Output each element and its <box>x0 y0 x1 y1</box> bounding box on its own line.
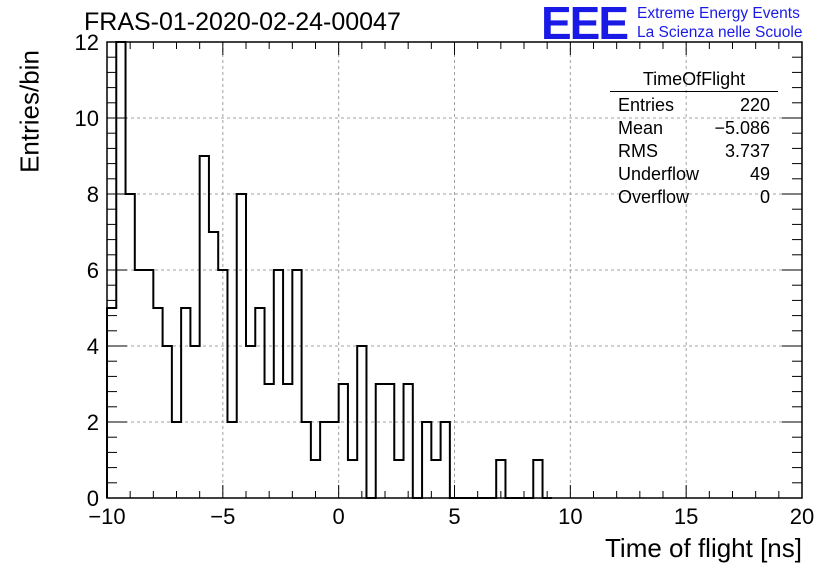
stats-label: Underflow <box>618 164 700 184</box>
eee-logo: EEE <box>541 0 629 49</box>
stats-title: TimeOfFlight <box>610 69 778 92</box>
y-tick-label: 4 <box>87 334 99 359</box>
plot-frame <box>106 41 803 499</box>
histogram-bin <box>153 308 162 498</box>
stats-label: Overflow <box>618 187 690 207</box>
stats-value: 220 <box>739 95 770 115</box>
histogram-bin <box>422 422 431 498</box>
histogram-bin <box>431 460 440 498</box>
histogram-bin <box>302 422 311 498</box>
histogram-bin <box>209 232 218 498</box>
x-tick-label: −10 <box>88 504 125 529</box>
histogram-bin <box>200 156 209 498</box>
histogram-bin <box>227 422 236 498</box>
logo-caption: Extreme Energy Events La Scienza nelle S… <box>637 4 802 42</box>
histogram-bin <box>441 422 450 498</box>
histogram-bin <box>135 270 144 498</box>
histogram-bin <box>255 308 264 498</box>
stats-row: Entries 220 <box>610 94 778 117</box>
histogram-bin <box>181 308 190 498</box>
stats-label: Entries <box>618 95 675 115</box>
histogram-bin <box>339 384 348 498</box>
histogram-bin <box>265 384 274 498</box>
x-tick-label: 10 <box>558 504 582 529</box>
histogram-bin <box>292 270 301 498</box>
x-axis-label: Time of flight [ns] <box>605 533 802 563</box>
stats-value: −5.086 <box>714 118 770 138</box>
stats-row: Underflow 49 <box>610 163 778 186</box>
stats-row: Overflow 0 <box>610 186 778 209</box>
y-tick-label: 0 <box>87 486 99 511</box>
tick-labels: −10 −5 0 5 10 15 20 0 2 4 6 8 10 12 <box>75 30 815 529</box>
stats-value: 0 <box>759 187 770 207</box>
histogram-bin <box>274 270 283 498</box>
histogram-bin <box>394 460 403 498</box>
stats-label: RMS <box>618 141 658 161</box>
histogram-bin <box>376 384 385 498</box>
histogram-bin <box>329 422 338 498</box>
y-tick-label: 2 <box>87 410 99 435</box>
histogram-bin <box>283 384 292 498</box>
plot-title: FRAS-01-2020-02-24-00047 <box>84 8 401 36</box>
y-tick-label: 12 <box>75 30 99 55</box>
stats-row: Mean −5.086 <box>610 117 778 140</box>
x-tick-label: 0 <box>333 504 345 529</box>
histogram-bin <box>320 422 329 498</box>
histogram-bin <box>385 384 394 498</box>
histogram-bin <box>172 422 181 498</box>
stats-box: TimeOfFlight Entries 220 Mean −5.086 RMS… <box>610 69 778 209</box>
histogram-bin <box>348 460 357 498</box>
logo-line-1: Extreme Energy Events <box>637 5 800 22</box>
histogram-bin <box>404 384 413 498</box>
x-tick-label: 20 <box>790 504 814 529</box>
histogram-bin <box>144 270 153 498</box>
y-tick-label: 6 <box>87 258 99 283</box>
y-axis-label: Entries/bin <box>14 50 45 173</box>
stats-label: Mean <box>618 118 664 138</box>
stats-value: 49 <box>749 164 770 184</box>
x-tick-label: 5 <box>448 504 460 529</box>
histogram-bin <box>533 460 542 498</box>
x-tick-label: 15 <box>674 504 698 529</box>
logo-line-2: La Scienza nelle Scuole <box>637 24 803 41</box>
y-tick-label: 10 <box>75 106 99 131</box>
stats-row: RMS 3.737 <box>610 140 778 163</box>
y-tick-label: 8 <box>87 182 99 207</box>
histogram-bin <box>107 308 116 498</box>
stats-value: 3.737 <box>724 141 770 161</box>
x-tick-label: −5 <box>210 504 235 529</box>
